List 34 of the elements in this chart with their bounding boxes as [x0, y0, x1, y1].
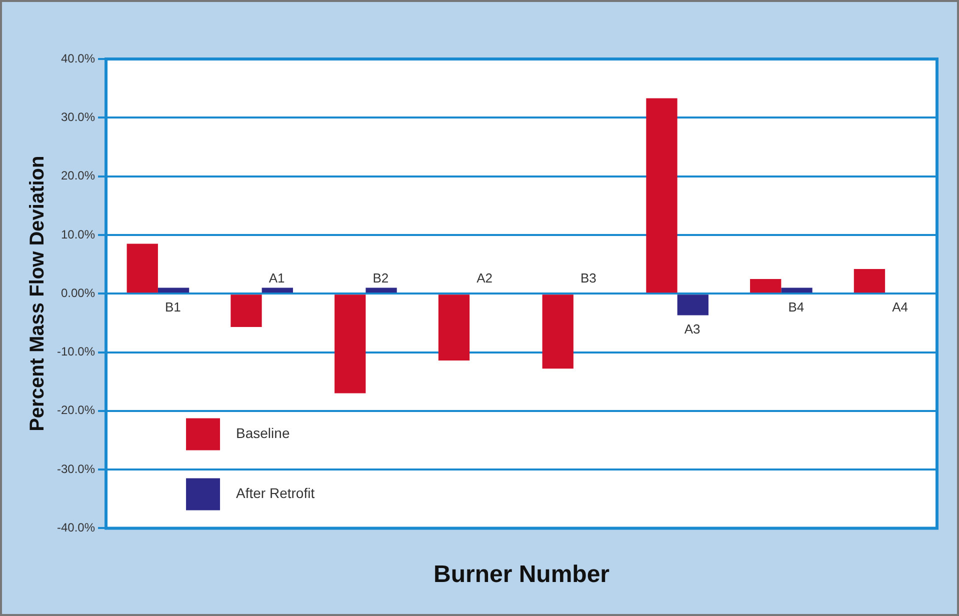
bar	[126, 244, 158, 293]
y-tick-label: 0.00%	[60, 286, 96, 300]
bar	[230, 294, 262, 328]
y-tick-label: -20.0%	[56, 403, 96, 418]
x-tick-label: B4	[788, 300, 804, 315]
y-tick-label: -40.0%	[56, 520, 96, 535]
y-tick-label: -10.0%	[56, 344, 96, 359]
y-tick-label: 30.0%	[60, 110, 96, 124]
x-tick-label: B2	[372, 270, 389, 286]
y-tick-label: 20.0%	[60, 168, 96, 183]
legend-label: Baseline	[236, 425, 290, 442]
y-tick-label: -30.0%	[56, 462, 96, 476]
x-tick-label: A3	[684, 321, 700, 336]
bar	[781, 288, 812, 293]
legend-label: After Retrofit	[236, 485, 315, 502]
x-tick-label: A4	[892, 300, 908, 315]
bar	[750, 278, 782, 293]
x-tick-label: B1	[165, 300, 181, 315]
bar	[366, 288, 397, 293]
bar	[158, 288, 190, 293]
bar	[854, 268, 886, 293]
x-tick-label: A1	[268, 270, 285, 286]
y-axis-title: Percent Mass Flow Deviation	[26, 156, 49, 432]
bar	[542, 294, 574, 369]
x-tick-label: B3	[580, 270, 596, 286]
bar	[677, 294, 708, 316]
y-tick-label: 10.0%	[60, 227, 96, 242]
y-tick-label: 40.0%	[60, 51, 96, 66]
x-axis-title: Burner Number	[433, 561, 610, 588]
bar	[438, 294, 470, 360]
bar	[334, 294, 366, 394]
bar	[646, 98, 678, 293]
bar	[262, 288, 293, 293]
x-tick-label: A2	[476, 270, 493, 286]
